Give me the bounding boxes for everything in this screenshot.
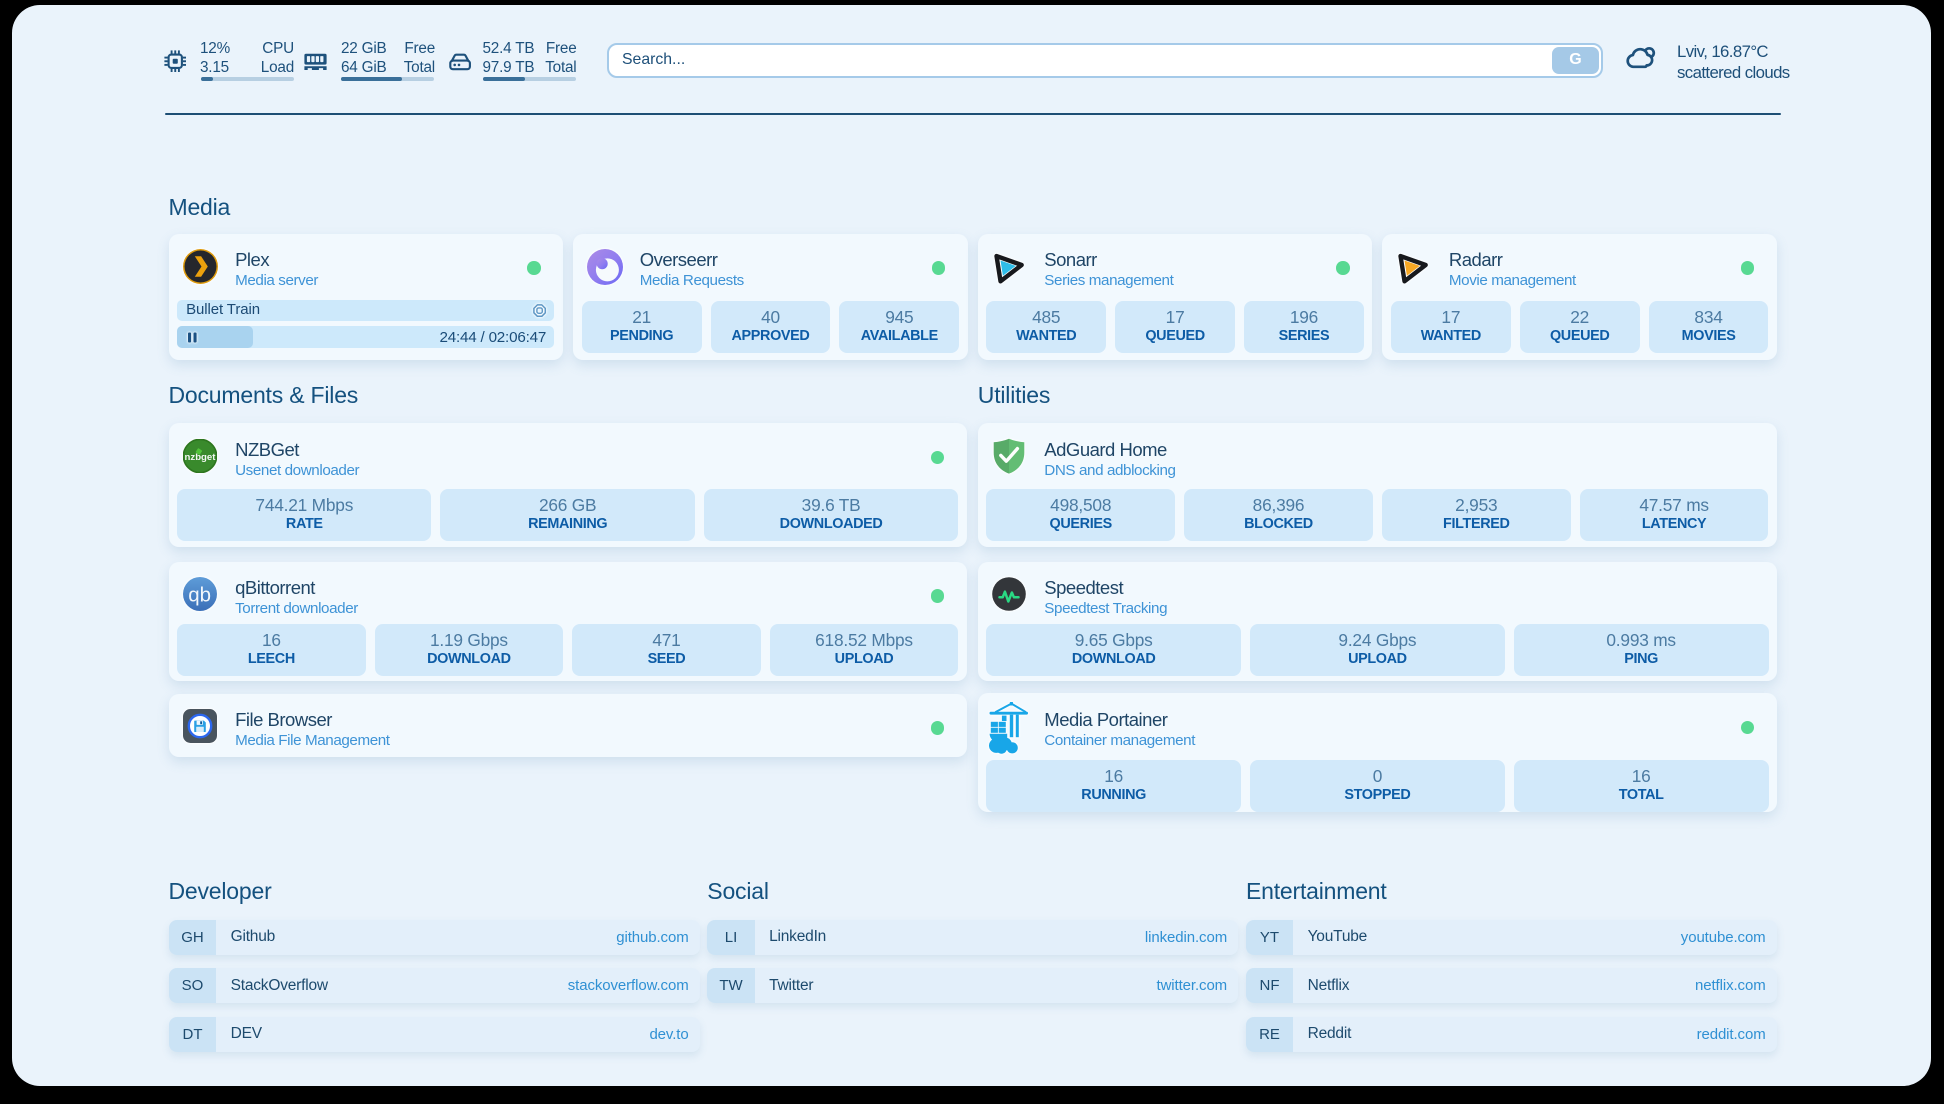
svg-text:qb: qb [188,584,211,607]
svg-text:nzbget: nzbget [184,452,216,463]
